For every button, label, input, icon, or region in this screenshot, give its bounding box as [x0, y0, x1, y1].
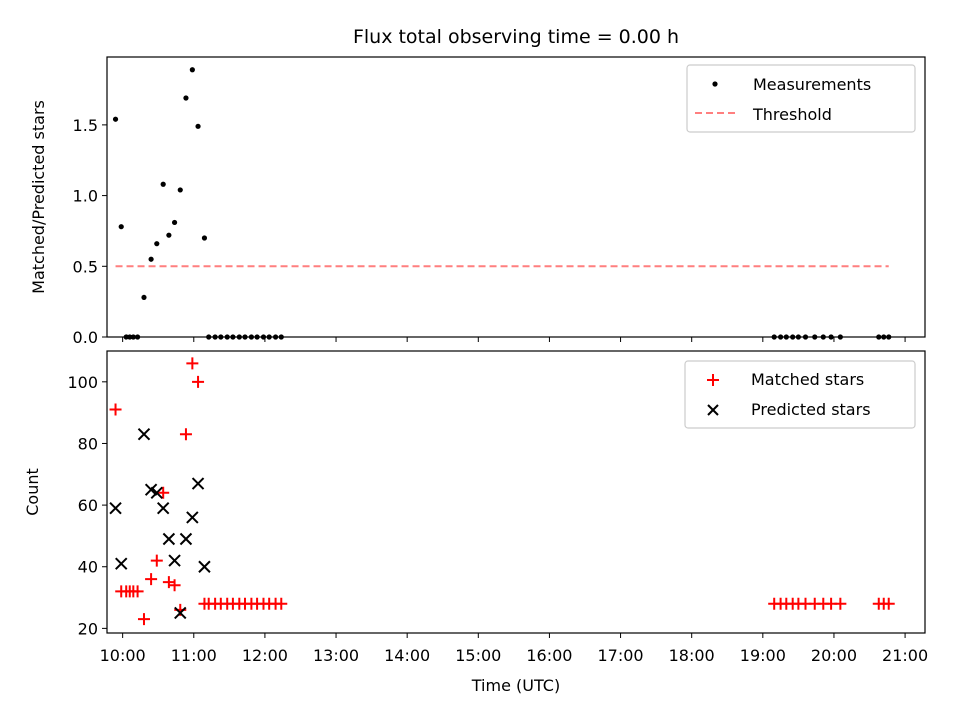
- top-y-axis-label: Matched/Predicted stars: [29, 100, 48, 294]
- legend-predicted-label: Predicted stars: [751, 400, 871, 419]
- bottom-y-ticks: 20 40 60 80 100: [67, 373, 107, 638]
- top-plot-frame: [106, 56, 926, 338]
- top-legend-box: [686, 64, 916, 133]
- measurement-point: [183, 95, 189, 101]
- measurement-point: [177, 187, 183, 193]
- top-x-ticks: [122, 337, 906, 342]
- x-tick-label: 18:00: [669, 646, 715, 665]
- top-y-tick-label: 1.5: [73, 116, 98, 135]
- bottom-y-tick-label: 80: [78, 434, 98, 453]
- predicted-stars-point: [156, 501, 170, 515]
- matched-stars-point: [162, 576, 175, 589]
- bottom-y-tick-label: 100: [67, 373, 98, 392]
- x-tick-label: 21:00: [882, 646, 928, 665]
- x-tick-label: 13:00: [313, 646, 359, 665]
- x-tick-label: 14:00: [384, 646, 430, 665]
- bottom-marks: [109, 357, 895, 626]
- measurement-point: [160, 181, 166, 187]
- matched-stars-point: [150, 554, 163, 567]
- measurement-point: [201, 235, 208, 241]
- matched-stars-point: [192, 375, 205, 388]
- bottom-y-tick-label: 20: [78, 619, 98, 638]
- measurement-point: [148, 256, 154, 262]
- matched-stars-point: [186, 357, 199, 370]
- matched-stars-point: [882, 597, 895, 610]
- matched-stars-point: [834, 597, 847, 610]
- matched-stars-point: [109, 403, 122, 416]
- x-tick-label: 16:00: [526, 646, 572, 665]
- matched-stars-point: [179, 428, 192, 441]
- matched-stars-point: [275, 597, 288, 610]
- x-tick-label: 11:00: [171, 646, 217, 665]
- predicted-stars-point: [150, 486, 163, 499]
- predicted-stars-point: [115, 557, 128, 570]
- matched-stars-point: [168, 579, 181, 592]
- top-y-tick-label: 0.0: [73, 328, 98, 347]
- measurement-point: [112, 116, 119, 122]
- measurement-point: [118, 224, 124, 230]
- legend-threshold-label: Threshold: [752, 105, 832, 124]
- predicted-stars-point: [109, 501, 122, 515]
- bottom-legend-box: [684, 360, 916, 429]
- x-tick-label: 20:00: [811, 646, 857, 665]
- x-tick-label: 10:00: [100, 646, 146, 665]
- matched-stars-point: [131, 585, 144, 598]
- predicted-stars-point: [198, 560, 211, 573]
- predicted-stars-point: [179, 532, 193, 546]
- chart-title: Flux total observing time = 0.00 h: [353, 26, 679, 48]
- x-tick-label: 19:00: [740, 646, 786, 665]
- measurement-point: [141, 294, 147, 301]
- x-tick-label: 17:00: [598, 646, 644, 665]
- predicted-stars-point: [168, 554, 181, 567]
- top-legend: Measurements Threshold: [686, 64, 916, 133]
- legend-measurements-marker: [712, 81, 718, 87]
- predicted-stars-point: [137, 428, 151, 441]
- predicted-stars-point: [186, 511, 199, 524]
- x-tick-label: 15:00: [455, 646, 501, 665]
- predicted-stars-point: [174, 606, 187, 620]
- predicted-stars-point: [144, 483, 158, 496]
- measurement-point: [171, 219, 178, 226]
- predicted-stars-point: [191, 477, 205, 490]
- legend-measurements-label: Measurements: [753, 75, 871, 94]
- top-y-tick-label: 1.0: [73, 187, 98, 206]
- top-y-tick-label: 0.5: [73, 257, 98, 276]
- predicted-stars-point: [162, 532, 176, 546]
- matched-stars-point: [157, 486, 170, 499]
- measurement-point: [166, 232, 172, 238]
- matched-stars-point: [145, 573, 158, 586]
- matched-stars-point: [137, 613, 150, 626]
- legend-predicted-marker: [707, 404, 719, 416]
- bottom-y-tick-label: 60: [78, 496, 98, 515]
- bottom-plot-frame: [106, 350, 926, 634]
- measurement-point: [189, 67, 195, 73]
- top-panel: Matched/Predicted stars 0.0 0.5 1.0 1.5 Mea…: [29, 56, 926, 347]
- top-y-ticks: 0.0 0.5 1.0 1.5: [73, 116, 107, 347]
- x-tick-label: 12:00: [242, 646, 288, 665]
- x-axis-label: Time (UTC): [471, 676, 560, 695]
- bottom-legend: Matched stars Predicted stars: [684, 360, 916, 429]
- measurement-point: [154, 241, 160, 247]
- bottom-x-ticks: 10:00 11:00 12:00 13:00 14:00 15:00 16:00 17:00…: [100, 633, 928, 665]
- bottom-y-axis-label: Count: [23, 468, 42, 516]
- legend-matched-marker: [707, 374, 719, 386]
- measurement-point: [195, 123, 201, 129]
- bottom-y-tick-label: 40: [78, 558, 98, 577]
- legend-matched-label: Matched stars: [751, 370, 864, 389]
